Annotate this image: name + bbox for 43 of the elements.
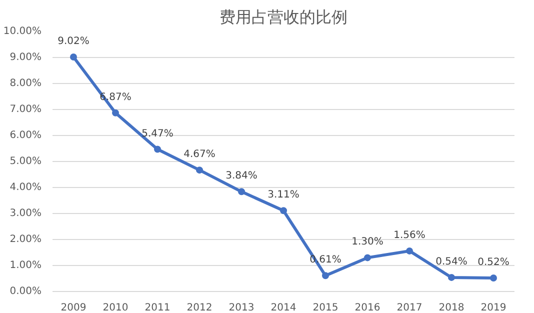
y-tick-label: 0.00% (10, 286, 42, 297)
point (364, 254, 371, 262)
y-tick-label: 6.00% (10, 130, 42, 141)
y-tick-label: 10.00% (3, 26, 42, 37)
data-label: 4.67% (184, 149, 216, 160)
x-tick-label: 2016 (354, 302, 380, 313)
data-label: 0.52% (478, 256, 510, 268)
point (448, 274, 455, 281)
y-tick-label: 2.00% (10, 234, 42, 245)
x-tick-label: 2014 (270, 302, 296, 313)
data-label: 1.30% (352, 236, 384, 248)
x-tick-label: 2010 (102, 302, 128, 313)
y-tick-label: 9.00% (10, 52, 42, 63)
point (490, 274, 497, 282)
y-tick-label: 5.00% (10, 156, 42, 167)
point (238, 188, 245, 196)
y-tick-label: 7.00% (10, 104, 42, 115)
point (112, 109, 119, 116)
y-tick-label: 1.00% (10, 260, 42, 271)
point (280, 207, 287, 214)
data-label: 3.84% (226, 170, 258, 182)
x-tick-label: 2015 (312, 302, 338, 313)
point (322, 272, 329, 280)
y-tick-label: 8.00% (10, 78, 42, 89)
x-tick-label: 2011 (144, 302, 170, 313)
data-label: 5.47% (142, 128, 174, 140)
point (70, 53, 77, 60)
point (196, 166, 203, 174)
data-label: 9.02% (58, 36, 90, 47)
chart-title: 费用占营收的比例 (220, 8, 348, 26)
x-tick-label: 2013 (228, 302, 254, 313)
x-tick-label: 2009 (60, 302, 86, 313)
data-label: 1.56% (394, 230, 426, 241)
y-tick-label: 4.00% (10, 182, 42, 193)
point (154, 146, 161, 153)
x-tick-label: 2012 (186, 302, 212, 313)
x-tick-label: 2018 (438, 302, 464, 313)
point (406, 247, 413, 254)
x-tick-label: 2017 (396, 302, 422, 313)
data-label: 0.54% (436, 256, 468, 268)
data-label: 3.11% (268, 190, 300, 201)
x-tick-label: 2019 (480, 302, 506, 313)
y-tick-label: 3.00% (10, 208, 42, 219)
